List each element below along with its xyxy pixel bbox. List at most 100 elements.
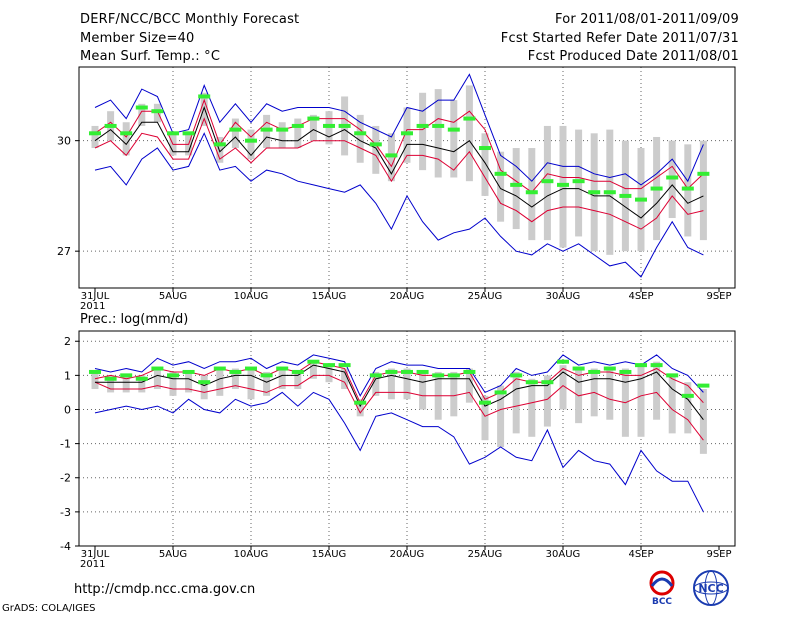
fcst-started-date: Fcst Started Refer Date 2011/07/31: [500, 31, 739, 46]
website-url[interactable]: http://cmdp.ncc.cma.gov.cn: [74, 582, 256, 597]
ensemble-box: [559, 365, 567, 410]
obs-marker: [557, 182, 569, 187]
obs-marker: [432, 123, 445, 128]
ensemble-box: [200, 375, 208, 400]
obs-marker: [135, 376, 148, 381]
obs-marker: [182, 369, 195, 374]
obs-marker: [557, 359, 569, 364]
obs-marker: [588, 369, 601, 374]
y-tick-label: 27: [57, 245, 71, 258]
obs-marker: [603, 190, 616, 195]
x-tick-label: 15AUG: [312, 549, 347, 560]
obs-marker: [681, 393, 694, 398]
obs-marker: [697, 171, 710, 176]
variable-label-temp: Mean Surf. Temp.: °C: [80, 49, 221, 64]
obs-marker: [291, 369, 304, 374]
series-max-line: [94, 354, 704, 397]
obs-marker: [354, 400, 367, 405]
ensemble-box: [465, 368, 473, 403]
ensemble-box: [278, 368, 286, 390]
obs-marker: [338, 363, 351, 368]
ensemble-box: [481, 133, 489, 196]
obs-marker: [541, 380, 554, 385]
obs-marker: [198, 94, 211, 99]
obs-marker: [89, 369, 101, 374]
ensemble-box: [653, 361, 661, 420]
ensemble-box: [341, 368, 349, 390]
obs-marker: [401, 369, 413, 374]
ncc-logo-text: NCC: [698, 582, 723, 595]
obs-marker: [229, 369, 242, 374]
obs-marker: [385, 153, 398, 158]
ensemble-box: [450, 371, 458, 417]
obs-marker: [401, 131, 413, 136]
ensemble-box: [216, 368, 224, 396]
obs-marker: [635, 197, 647, 202]
obs-marker: [291, 123, 304, 128]
ensemble-box: [216, 136, 224, 163]
ncc-logo: NCC: [693, 570, 729, 606]
ensemble-box: [247, 129, 255, 160]
obs-marker: [354, 131, 367, 136]
obs-marker: [447, 373, 460, 378]
obs-marker: [385, 369, 398, 374]
ensemble-box: [606, 368, 614, 420]
obs-marker: [198, 380, 211, 385]
x-tick-label: 15AUG: [312, 291, 347, 302]
ensemble-box: [481, 395, 489, 441]
obs-marker: [338, 123, 351, 128]
ensemble-box: [684, 382, 692, 434]
series-upper-spread-line: [94, 361, 704, 404]
grads-credit: GrADS: COLA/IGES: [2, 603, 96, 614]
ensemble-box: [153, 368, 161, 390]
obs-marker: [479, 146, 491, 151]
obs-marker: [494, 390, 507, 395]
ensemble-box: [169, 371, 177, 396]
series-mean-line: [94, 105, 704, 219]
ensemble-box: [200, 92, 208, 126]
x-tick-label: 20AUG: [390, 291, 425, 302]
ensemble-box: [122, 375, 130, 393]
ensemble-box: [699, 140, 707, 241]
obs-marker: [603, 366, 616, 371]
x-tick-label: 30AUG: [546, 291, 581, 302]
obs-marker: [635, 363, 647, 368]
obs-marker: [151, 366, 164, 371]
y-tick-label: -4: [60, 540, 71, 553]
ensemble-box: [356, 399, 364, 417]
obs-marker: [260, 373, 273, 378]
ensemble-box: [91, 371, 99, 390]
y-tick-label: 0: [64, 403, 71, 416]
obs-marker: [572, 179, 585, 184]
obs-marker: [650, 186, 663, 191]
ensemble-box: [122, 122, 130, 156]
ensemble-box: [465, 85, 473, 182]
y-tick-label: 2: [64, 335, 71, 348]
series-lower-spread-line: [94, 117, 704, 230]
ensemble-box: [497, 385, 505, 448]
obs-marker: [447, 127, 460, 132]
x-tick-label: 20AUG: [390, 549, 425, 560]
ensemble-box: [309, 114, 317, 141]
obs-marker: [369, 142, 382, 147]
series-mean-line: [95, 364, 704, 421]
ensemble-box: [263, 371, 271, 396]
ensemble-box: [387, 368, 395, 400]
obs-marker: [260, 127, 273, 132]
ensemble-box: [294, 118, 302, 149]
fcst-produced-date: Fcst Produced Date 2011/08/01: [527, 49, 739, 64]
obs-marker: [245, 366, 257, 371]
obs-marker: [588, 190, 601, 195]
x-tick-label: 10AUG: [234, 291, 269, 302]
ensemble-box: [185, 371, 193, 393]
obs-marker: [541, 179, 554, 184]
obs-marker: [463, 116, 476, 121]
obs-marker: [213, 142, 226, 147]
x-tick-label: 25AUG: [468, 549, 503, 560]
ensemble-box: [450, 100, 458, 178]
y-tick-label: 1: [64, 369, 71, 382]
obs-marker: [167, 373, 179, 378]
plot-frame: [78, 66, 736, 289]
x-tick-label: 9SEP: [706, 549, 731, 560]
